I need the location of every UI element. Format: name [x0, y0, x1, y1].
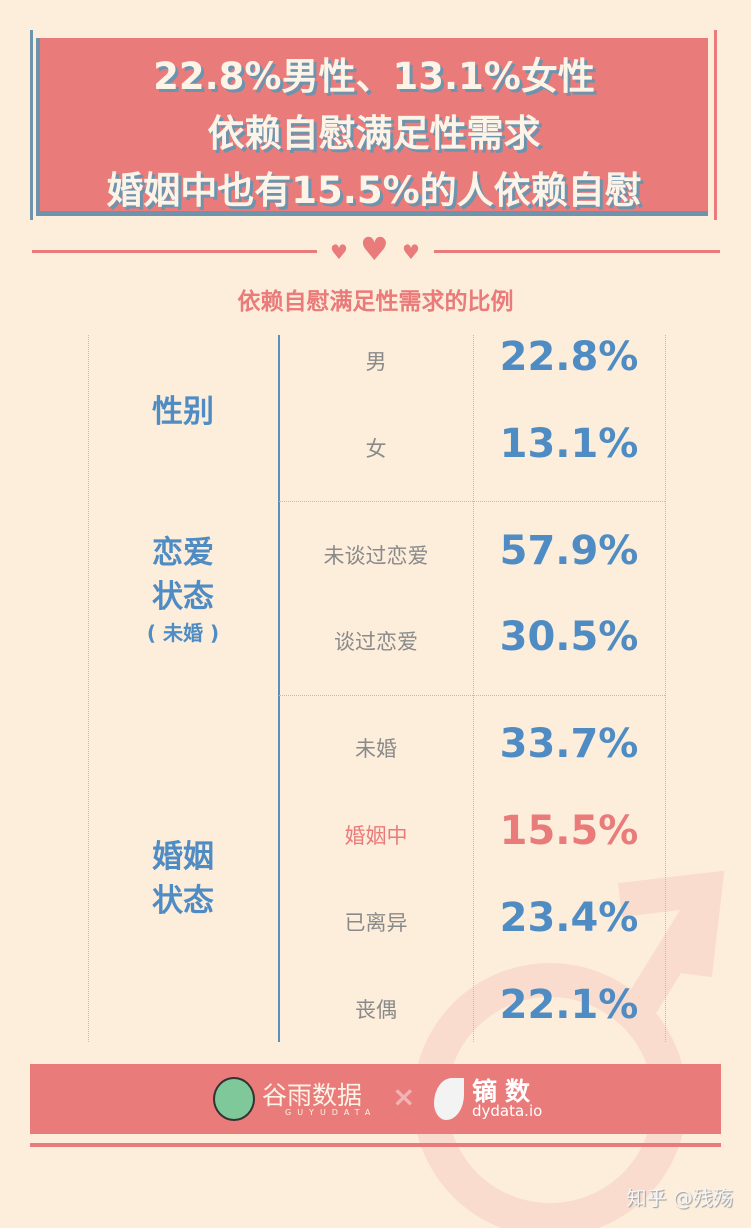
title-banner [40, 38, 708, 216]
category-label: 未婚 [355, 737, 397, 761]
footer-line [30, 1143, 721, 1147]
column-divider [278, 335, 280, 1042]
value-label: 22.8% [499, 334, 639, 380]
brand-guyu-sub: GUYUDATA [285, 1108, 377, 1117]
divider-left [32, 250, 317, 253]
category-label: 丧偶 [355, 998, 397, 1022]
category-label: 未谈过恋爱 [323, 544, 429, 568]
zhihu-credit: 知乎 @残殇 [626, 1186, 733, 1210]
banner-frame-left [30, 30, 33, 220]
category-label: 女 [365, 437, 387, 461]
chart-title: 依赖自慰满足性需求的比例 [237, 289, 514, 315]
heart-icon: ♥ [330, 240, 348, 264]
category-label: 婚姻中 [344, 824, 408, 848]
guyu-bird-logo-icon [213, 1077, 255, 1121]
times-icon: × [392, 1080, 416, 1113]
brand-dydata: 镝数 [472, 1077, 539, 1106]
value-label: 22.1% [499, 982, 639, 1028]
banner-line-2: 依赖自慰满足性需求 [207, 112, 541, 155]
column-divider [473, 335, 474, 1042]
group-label-gender: 性别 [152, 394, 214, 430]
brand-dydata-url: dydata.io [472, 1102, 543, 1120]
brand-guyu: 谷雨数据 [262, 1081, 363, 1110]
value-label: 13.1% [499, 421, 639, 467]
value-label: 57.9% [499, 528, 639, 574]
divider-right [434, 250, 720, 253]
value-label: 15.5% [499, 808, 639, 854]
table-border [88, 335, 89, 1042]
banner-frame-right [714, 30, 717, 220]
banner-title: 22.8%男性、13.1%女性 依赖自慰满足性需求 婚姻中也有15.5%的人依赖… [40, 48, 708, 219]
group-label-marital-status: 婚姻 状态 [152, 839, 214, 919]
row-divider [279, 501, 665, 502]
heart-icon: ♥ [360, 230, 389, 268]
category-label: 谈过恋爱 [334, 630, 418, 654]
banner-line-3: 婚姻中也有15.5%的人依赖自慰 [106, 169, 642, 212]
category-label: 男 [365, 350, 387, 374]
value-label: 23.4% [499, 895, 639, 941]
table-border [665, 335, 666, 1042]
group-label-love-status: 恋爱 状态 ( 未婚 ) [88, 531, 278, 647]
group-note: ( 未婚 ) [146, 621, 220, 645]
banner-line-1: 22.8%男性、13.1%女性 [153, 55, 595, 98]
heart-icon: ♥ [402, 240, 420, 264]
category-label: 已离异 [344, 911, 408, 935]
value-label: 33.7% [499, 721, 639, 767]
row-divider [279, 695, 665, 696]
dydata-logo-icon [434, 1078, 464, 1120]
footer-band: 谷雨数据 GUYUDATA × 镝数 dydata.io [30, 1064, 721, 1134]
value-label: 30.5% [499, 614, 639, 660]
